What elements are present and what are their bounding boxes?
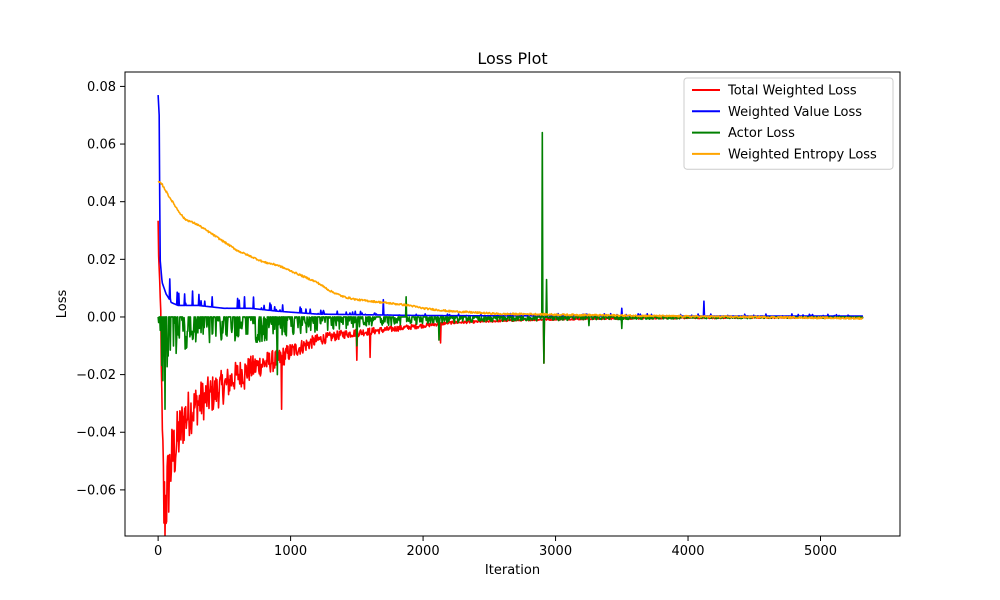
- y-tick-label: −0.02: [76, 368, 116, 383]
- y-axis-label: Loss: [55, 290, 70, 319]
- x-tick-label: 1000: [274, 544, 307, 559]
- x-axis-label: Iteration: [485, 563, 540, 578]
- legend-box: [683, 77, 894, 170]
- x-tick-label: 4000: [671, 544, 704, 559]
- y-tick-label: 0.00: [87, 310, 116, 325]
- axis-layer: 0 1000 2000 3000 4000 5000 −0.06 −0.04 −0.02 0.00…: [76, 71, 901, 559]
- x-tick-label: 0: [154, 544, 162, 559]
- series-layer: [157, 95, 864, 536]
- legend-label: Weighted Entropy Loss: [728, 147, 877, 162]
- legend-label: Total Weighted Loss: [727, 84, 857, 99]
- legend-label: Actor Loss: [728, 126, 795, 141]
- y-tick-label: 0.04: [87, 195, 116, 210]
- y-tick-label: 0.08: [87, 80, 116, 95]
- plot-frame: [124, 71, 901, 537]
- x-tick-label: 3000: [539, 544, 572, 559]
- y-tick-label: 0.06: [87, 138, 116, 153]
- x-tick-label: 5000: [804, 544, 837, 559]
- y-tick-label: 0.02: [87, 253, 116, 268]
- legend-label: Weighted Value Loss: [728, 105, 862, 120]
- legend: Total Weighted Loss Weighted Value Loss Ac…: [683, 77, 894, 170]
- x-tick-label: 2000: [407, 544, 440, 559]
- y-tick-label: −0.06: [76, 483, 116, 498]
- chart-title: Loss Plot: [477, 49, 547, 68]
- series-line-4: [157, 180, 864, 321]
- y-tick-label: −0.04: [76, 426, 116, 441]
